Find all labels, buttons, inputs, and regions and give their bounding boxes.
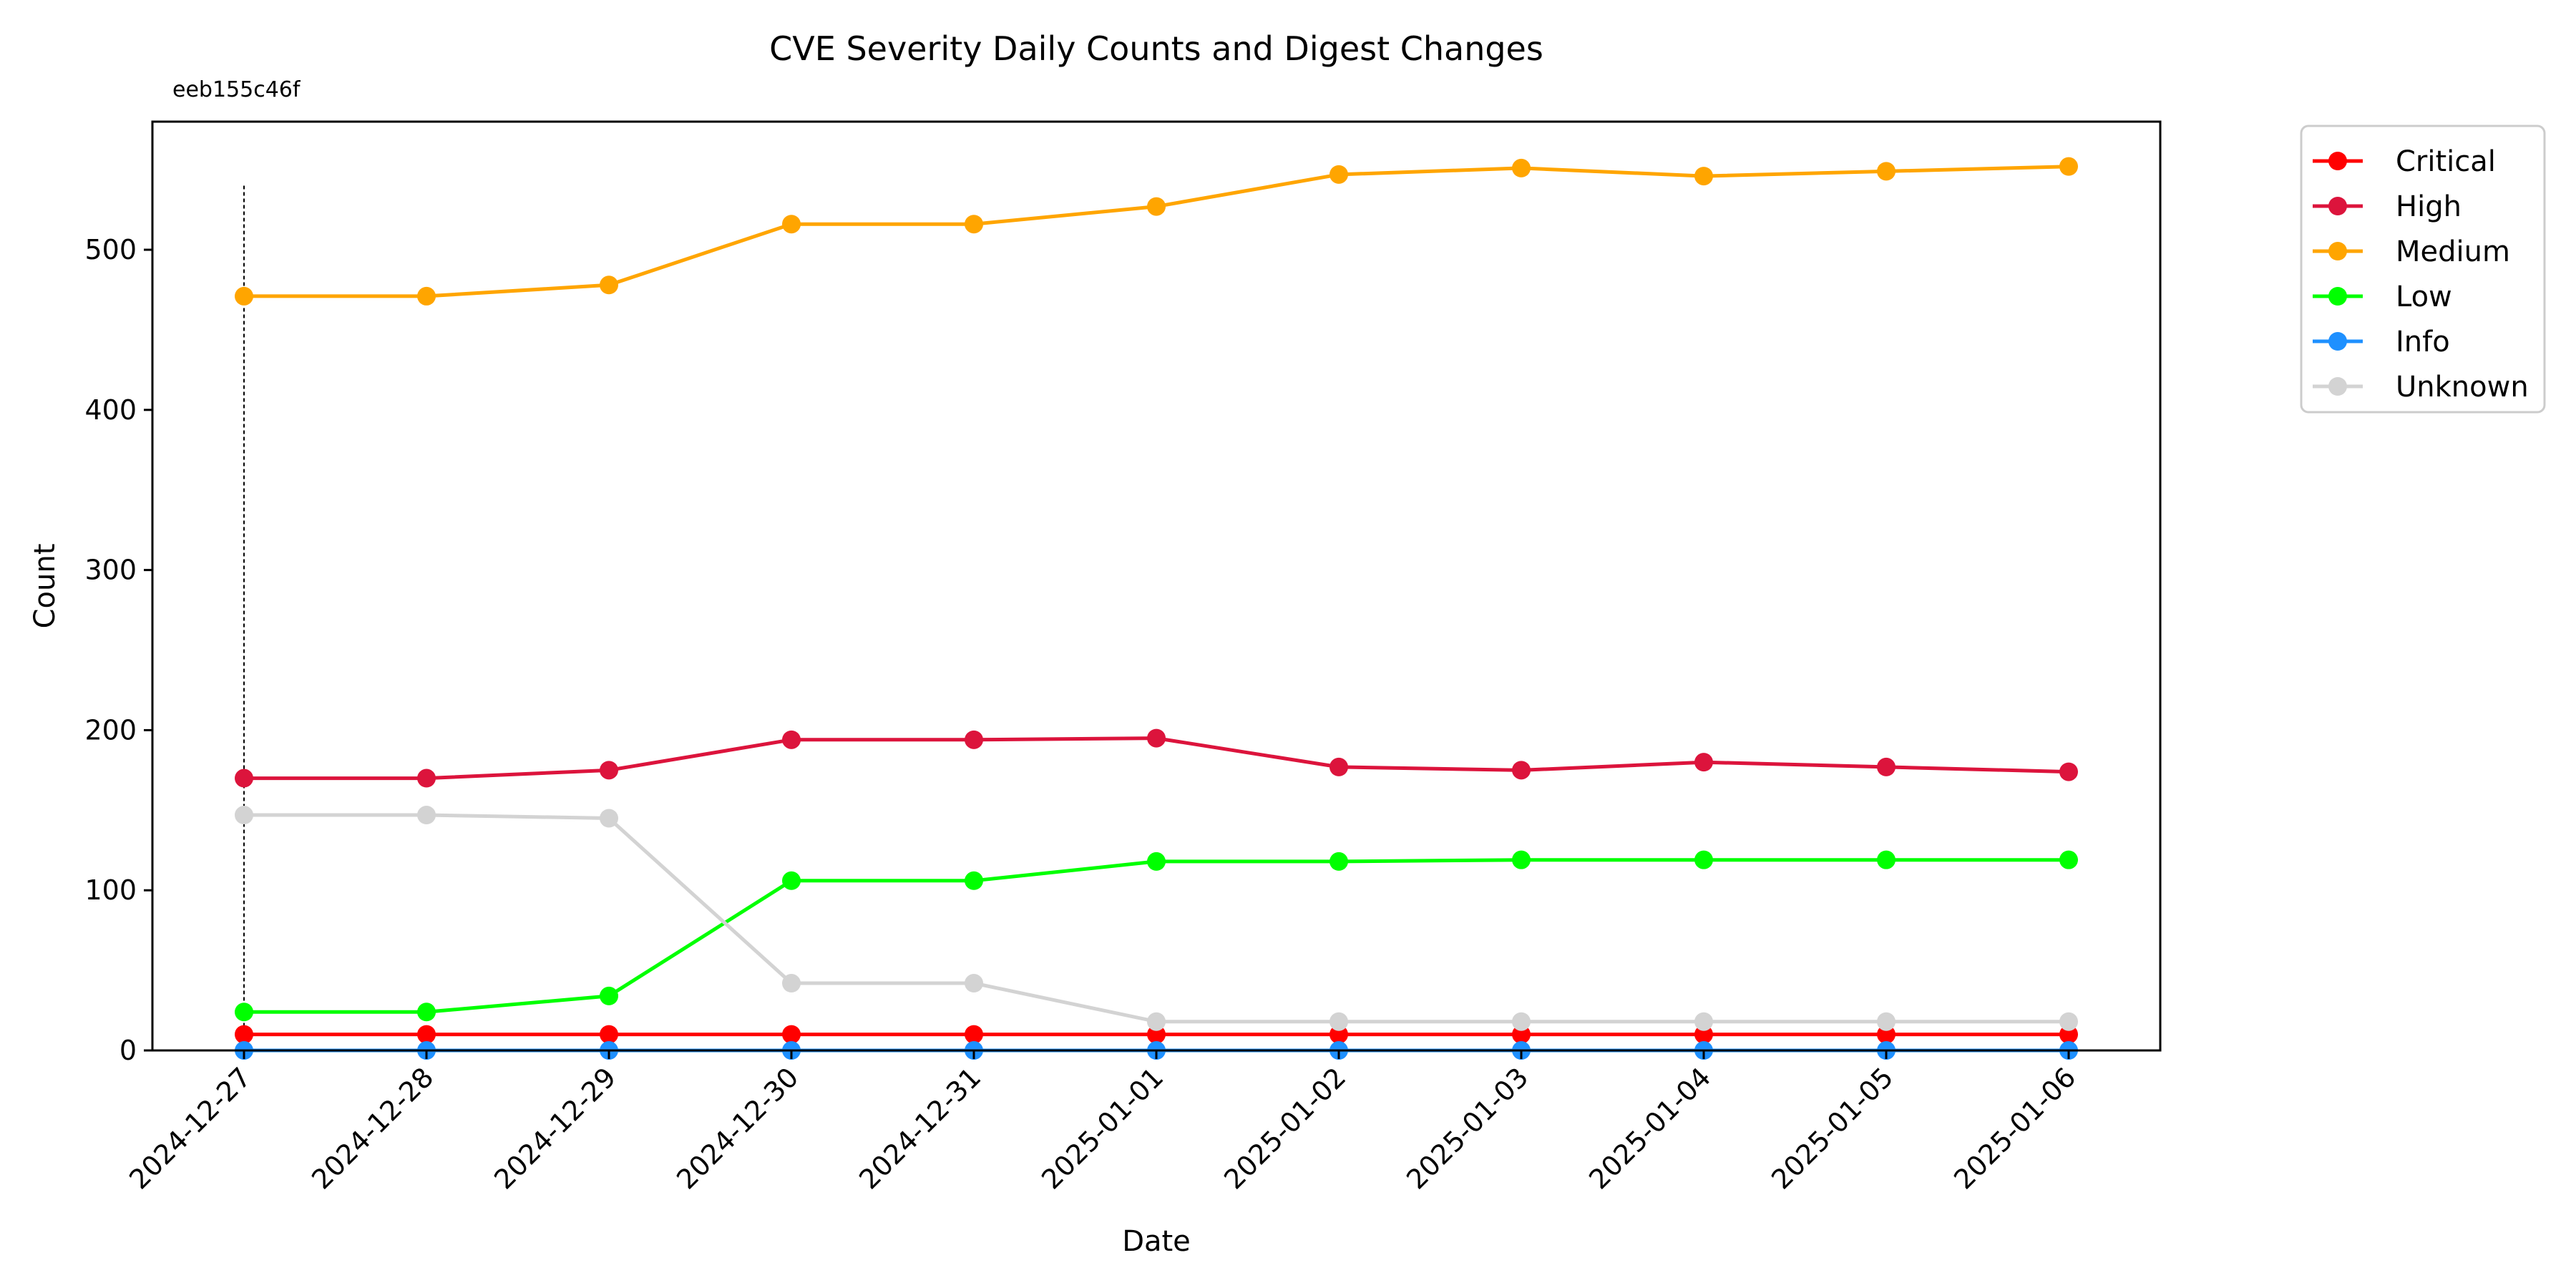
- data-point-low: [2059, 851, 2078, 869]
- data-point-low: [1147, 852, 1166, 871]
- data-point-high: [1330, 758, 1348, 776]
- x-tick-label: 2024-12-29: [488, 1061, 622, 1195]
- x-tick-label: 2025-01-04: [1583, 1061, 1717, 1195]
- data-point-high: [1147, 729, 1166, 748]
- data-point-unknown: [235, 806, 253, 824]
- data-point-high: [417, 769, 436, 788]
- series-unknown: [235, 806, 2078, 1031]
- data-point-unknown: [417, 806, 436, 824]
- legend: Critical High Medium Low Info Unknown: [2301, 126, 2545, 412]
- y-tick-label: 100: [84, 874, 137, 906]
- data-point-low: [1512, 851, 1531, 869]
- data-point-medium: [1330, 165, 1348, 184]
- data-point-unknown: [1512, 1013, 1531, 1031]
- data-point-medium: [1694, 167, 1713, 185]
- data-point-unknown: [1330, 1013, 1348, 1031]
- data-point-low: [1877, 851, 1896, 869]
- data-point-low: [1694, 851, 1713, 869]
- series-medium: [235, 157, 2078, 306]
- series-line-medium: [244, 167, 2069, 296]
- x-axis-label: Date: [1122, 1225, 1191, 1258]
- data-point-critical: [417, 1025, 436, 1044]
- data-point-unknown: [1694, 1013, 1713, 1031]
- data-point-medium: [2059, 157, 2078, 176]
- x-tick-label: 2024-12-28: [306, 1061, 439, 1195]
- data-point-unknown: [2059, 1013, 2078, 1031]
- y-tick-label: 400: [84, 394, 137, 426]
- x-tick-label: 2025-01-02: [1218, 1061, 1352, 1195]
- data-point-medium: [782, 215, 801, 233]
- data-point-medium: [417, 287, 436, 306]
- y-tick-label: 500: [84, 234, 137, 265]
- data-point-unknown: [965, 974, 983, 992]
- series-low: [235, 851, 2078, 1022]
- data-point-medium: [600, 275, 618, 294]
- data-point-high: [2059, 763, 2078, 781]
- data-point-medium: [1147, 197, 1166, 216]
- data-point-unknown: [782, 974, 801, 992]
- data-point-unknown: [1147, 1013, 1166, 1031]
- data-point-low: [600, 987, 618, 1005]
- series-high: [235, 729, 2078, 788]
- y-tick-label: 0: [119, 1035, 137, 1066]
- data-point-low: [417, 1002, 436, 1021]
- data-point-medium: [1877, 162, 1896, 180]
- data-point-low: [235, 1002, 253, 1021]
- legend-label: Unknown: [2396, 371, 2529, 404]
- legend-label: Medium: [2396, 235, 2510, 268]
- legend-label: High: [2396, 190, 2462, 223]
- data-point-unknown: [600, 809, 618, 828]
- x-tick-label: 2024-12-27: [123, 1061, 257, 1195]
- legend-marker: [2328, 332, 2347, 351]
- series-line-unknown: [244, 815, 2069, 1022]
- y-tick-label: 200: [84, 714, 137, 746]
- x-tick-label: 2025-01-01: [1035, 1061, 1169, 1195]
- legend-label: Info: [2396, 326, 2450, 358]
- data-point-high: [235, 769, 253, 788]
- legend-marker: [2328, 152, 2347, 170]
- data-point-low: [782, 872, 801, 890]
- legend-marker: [2328, 197, 2347, 215]
- annotation-label: eeb155c46f: [172, 77, 301, 102]
- data-point-medium: [235, 287, 253, 306]
- data-point-unknown: [1877, 1013, 1896, 1031]
- legend-marker: [2328, 377, 2347, 396]
- data-point-high: [600, 761, 618, 779]
- data-point-critical: [782, 1025, 801, 1044]
- plot-frame: [152, 122, 2160, 1050]
- data-point-low: [1330, 852, 1348, 871]
- data-point-high: [782, 731, 801, 749]
- data-point-medium: [1512, 159, 1531, 177]
- data-point-critical: [600, 1025, 618, 1044]
- chart-title: CVE Severity Daily Counts and Digest Cha…: [769, 29, 1543, 68]
- data-point-low: [965, 872, 983, 890]
- data-point-critical: [965, 1025, 983, 1044]
- data-point-critical: [235, 1025, 253, 1044]
- x-tick-label: 2024-12-31: [853, 1061, 987, 1195]
- x-tick-label: 2025-01-05: [1765, 1061, 1899, 1195]
- legend-marker: [2328, 287, 2347, 306]
- x-tick-label: 2025-01-06: [1948, 1061, 2082, 1195]
- series-group: [235, 157, 2078, 1060]
- y-tick-label: 300: [84, 555, 137, 586]
- legend-marker: [2328, 242, 2347, 260]
- y-axis-label: Count: [29, 544, 62, 629]
- data-point-medium: [965, 215, 983, 233]
- data-point-high: [1694, 753, 1713, 771]
- x-tick-label: 2025-01-03: [1400, 1061, 1534, 1195]
- legend-label: Critical: [2396, 145, 2496, 178]
- data-point-high: [1877, 758, 1896, 776]
- data-point-high: [965, 731, 983, 749]
- annotations: eeb155c46f: [172, 77, 301, 1050]
- legend-label: Low: [2396, 280, 2452, 313]
- data-point-high: [1512, 761, 1531, 779]
- x-tick-label: 2024-12-30: [670, 1061, 804, 1195]
- series-line-low: [244, 860, 2069, 1013]
